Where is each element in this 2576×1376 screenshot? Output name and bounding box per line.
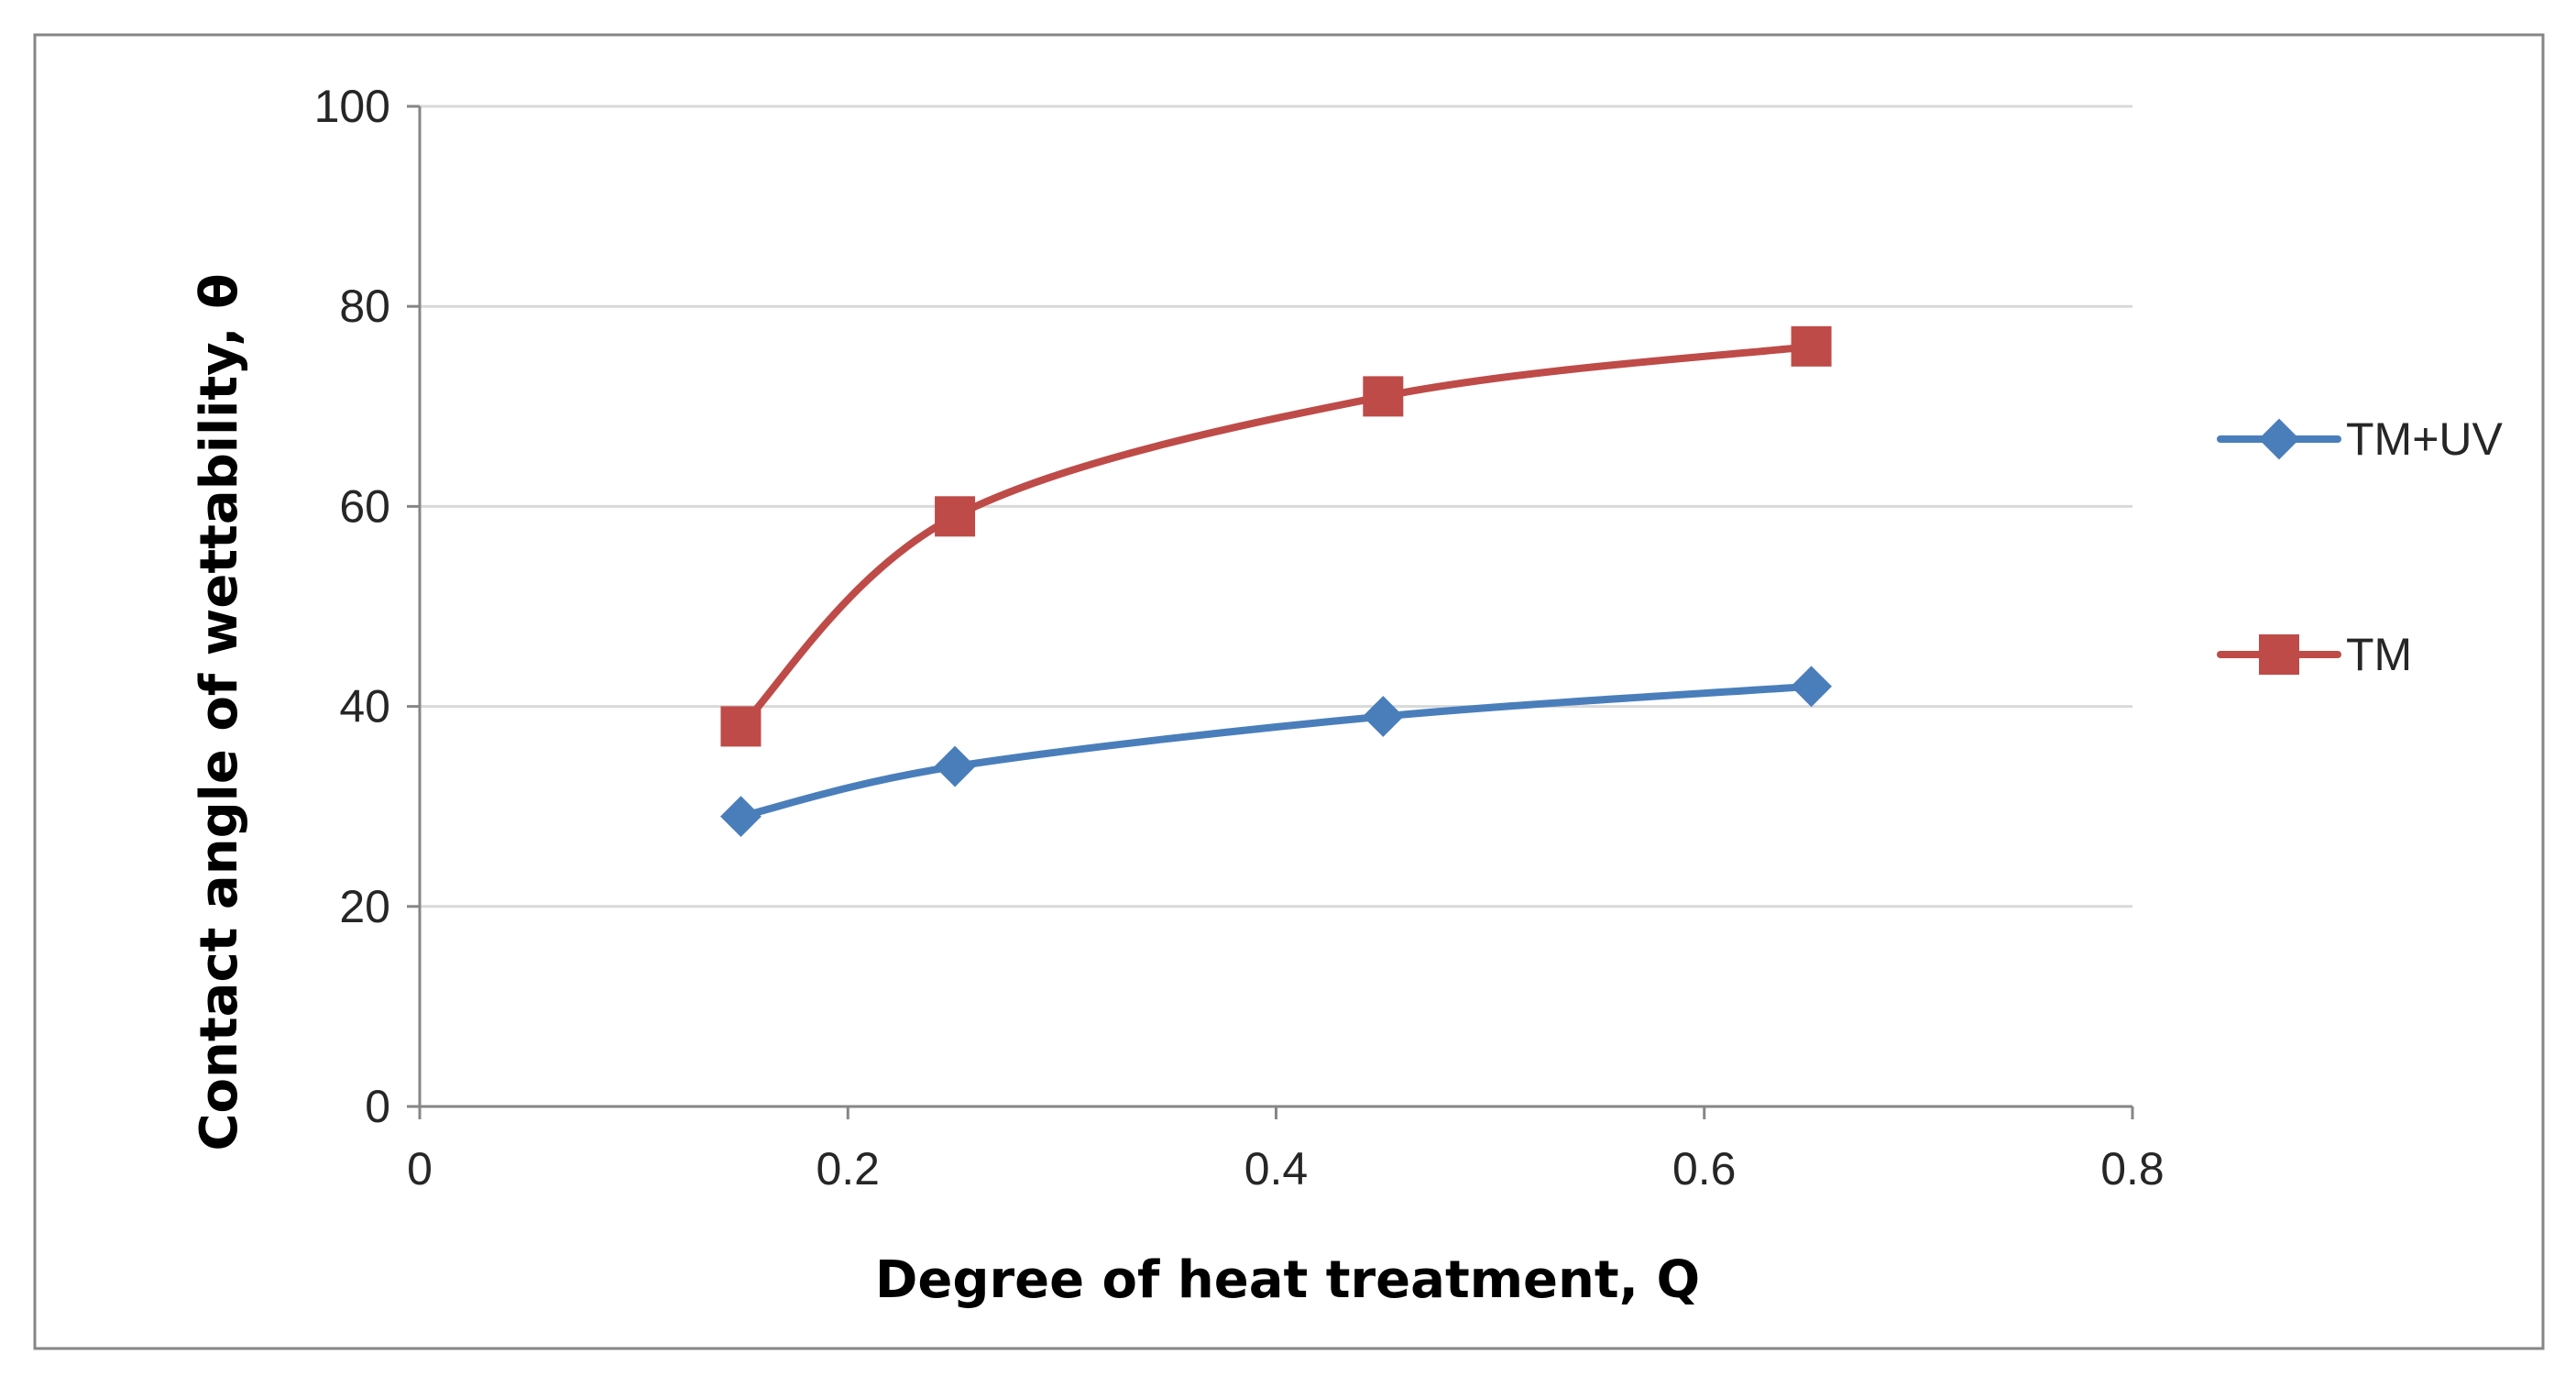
legend-label-tm-uv: TM+UV [2346,413,2504,465]
axes [407,105,2134,1119]
x-axis-title: Degree of heat treatment, Q [875,1250,1700,1310]
series [720,325,1832,838]
x-tick-label-0.4: 0.4 [1244,1143,1309,1194]
data-point-tm-1 [935,496,976,537]
tick-labels: 0 20 40 60 80 100 0 0.2 0.4 0.6 0.8 [314,81,2165,1194]
y-tick-label-0: 0 [365,1081,390,1132]
grid [420,105,2132,908]
data-point-tm-3 [1791,325,1832,367]
series-line-tm-uv [737,682,1815,820]
data-point-tm-uv-1 [934,745,976,787]
chart-frame [33,33,2545,1350]
x-tick-label-0: 0 [407,1143,433,1194]
data-point-tm-uv-3 [1791,666,1832,708]
y-tick-label-100: 100 [314,81,390,132]
data-point-tm-2 [1363,376,1404,417]
y-tick-label-60: 60 [339,480,390,532]
x-tick-label-0.6: 0.6 [1672,1143,1737,1194]
data-point-tm-uv-0 [720,796,762,838]
legend-marker-tm-uv [2258,418,2300,460]
data-point-tm-0 [720,706,762,747]
series-line-tm [737,342,1815,731]
x-tick-label-0.8: 0.8 [2100,1143,2165,1194]
legend-marker-tm [2259,634,2299,675]
legend-label-tm: TM [2346,629,2412,680]
data-point-tm-uv-2 [1362,696,1404,737]
legend-entry-tm: TM [2217,629,2412,680]
y-tick-label-80: 80 [339,281,390,332]
x-tick-label-0.2: 0.2 [816,1143,880,1194]
series-tm [720,325,1832,747]
y-tick-label-40: 40 [339,681,390,732]
series-tm-uv [720,666,1832,838]
y-tick-label-20: 20 [339,881,390,932]
legend-entry-tm-uv: TM+UV [2217,413,2504,465]
y-axis-title: Contact angle of wettability, θ [190,273,249,1150]
legend: TM+UV TM [2217,413,2504,680]
